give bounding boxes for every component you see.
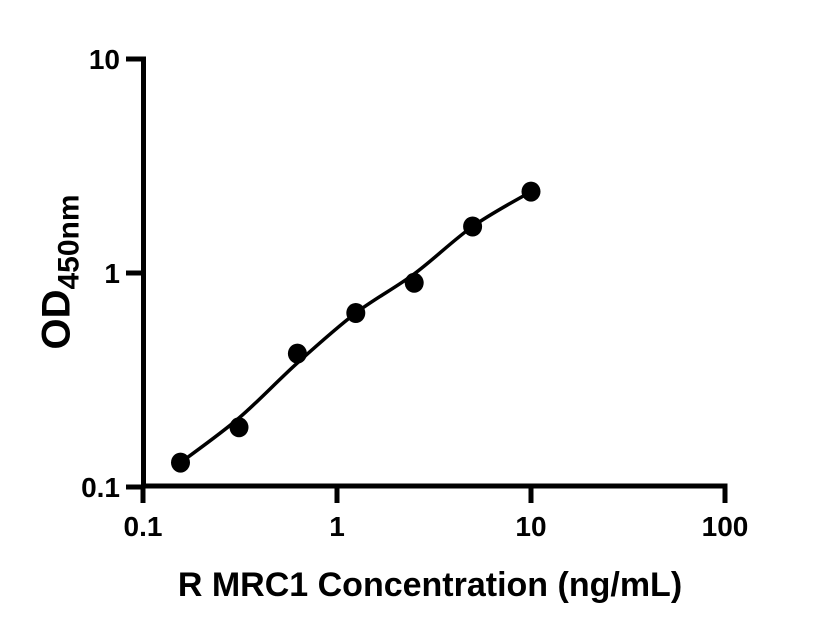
y-tick-label: 10 [89,44,120,75]
data-point-marker [404,272,424,293]
data-point-marker [229,417,249,438]
data-point-marker [346,303,366,323]
x-tick-label: 100 [702,511,749,542]
data-point-marker [287,343,307,364]
y-tick-label: 0.1 [81,472,120,503]
data-point-marker [463,216,483,237]
y-tick-label: 1 [104,258,120,289]
x-tick-label: 10 [515,511,546,542]
data-point-marker [171,452,190,473]
x-tick-label: 0.1 [124,511,163,542]
x-axis-title: R MRC1 Concentration (ng/mL) [177,566,683,604]
data-point-marker [521,181,541,202]
x-tick-label: 1 [329,511,345,542]
